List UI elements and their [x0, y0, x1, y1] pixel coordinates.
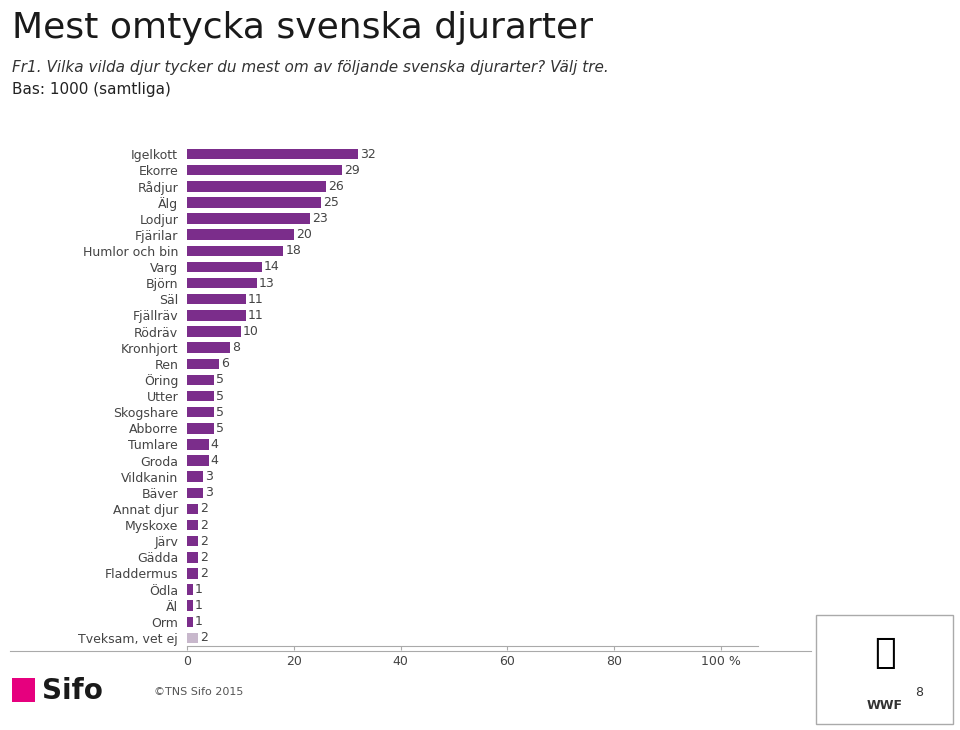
Bar: [187, 456, 208, 466]
Bar: [187, 310, 246, 320]
Text: 11: 11: [248, 293, 264, 306]
Bar: [187, 423, 214, 434]
Text: 8: 8: [916, 685, 924, 699]
Bar: [187, 197, 321, 208]
Bar: [187, 407, 214, 418]
Text: Bas: 1000 (samtliga): Bas: 1000 (samtliga): [12, 82, 171, 97]
Text: 1: 1: [195, 599, 203, 612]
Bar: [187, 326, 241, 337]
Text: 5: 5: [216, 406, 224, 419]
Text: Mest omtycka svenska djurarter: Mest omtycka svenska djurarter: [12, 11, 593, 45]
Bar: [187, 552, 198, 563]
Text: 20: 20: [296, 228, 312, 241]
Text: 2: 2: [200, 502, 208, 515]
Text: 4: 4: [210, 438, 219, 451]
Bar: [187, 536, 198, 547]
Bar: [187, 504, 198, 514]
Text: 2: 2: [200, 534, 208, 548]
Text: 2: 2: [200, 518, 208, 531]
Text: 6: 6: [222, 357, 229, 370]
Text: 29: 29: [344, 164, 360, 177]
Text: 11: 11: [248, 309, 264, 322]
Bar: [187, 262, 262, 272]
Text: 25: 25: [323, 196, 339, 209]
Text: 23: 23: [312, 212, 328, 225]
Text: 2: 2: [200, 631, 208, 645]
Text: 1: 1: [195, 583, 203, 596]
Bar: [187, 374, 214, 385]
Text: 🐼: 🐼: [875, 636, 896, 670]
Bar: [187, 229, 294, 240]
Bar: [187, 601, 193, 611]
Text: 26: 26: [328, 180, 344, 193]
Text: 1: 1: [195, 615, 203, 629]
Bar: [187, 149, 358, 159]
Text: ©TNS Sifo 2015: ©TNS Sifo 2015: [154, 687, 243, 697]
Bar: [187, 165, 342, 175]
Text: 18: 18: [285, 245, 301, 258]
Text: Fr1. Vilka vilda djur tycker du mest om av följande svenska djurarter? Välj tre.: Fr1. Vilka vilda djur tycker du mest om …: [12, 60, 610, 75]
Text: 4: 4: [210, 454, 219, 467]
Bar: [187, 245, 283, 256]
Text: 32: 32: [360, 147, 376, 161]
Text: 3: 3: [205, 486, 213, 499]
Bar: [187, 520, 198, 530]
Bar: [187, 342, 229, 353]
Bar: [187, 568, 198, 579]
Text: Sifo: Sifo: [42, 677, 103, 704]
Text: 3: 3: [205, 470, 213, 483]
Bar: [187, 584, 193, 595]
Bar: [187, 181, 326, 191]
Bar: [187, 391, 214, 402]
Text: 5: 5: [216, 422, 224, 435]
Text: 13: 13: [259, 277, 275, 290]
Bar: [187, 213, 310, 224]
Text: 8: 8: [232, 341, 240, 354]
Bar: [187, 488, 204, 498]
Bar: [187, 617, 193, 627]
Bar: [187, 633, 198, 643]
Bar: [187, 472, 204, 482]
Bar: [187, 278, 256, 288]
Text: 2: 2: [200, 567, 208, 580]
Text: 14: 14: [264, 261, 279, 274]
Text: WWF: WWF: [867, 699, 903, 712]
Text: 10: 10: [243, 325, 258, 338]
Bar: [187, 358, 219, 369]
Bar: [187, 439, 208, 450]
Text: 5: 5: [216, 390, 224, 402]
Bar: [12, 678, 35, 702]
Text: 2: 2: [200, 551, 208, 564]
FancyBboxPatch shape: [815, 615, 953, 724]
Bar: [187, 294, 246, 304]
Text: 5: 5: [216, 373, 224, 386]
